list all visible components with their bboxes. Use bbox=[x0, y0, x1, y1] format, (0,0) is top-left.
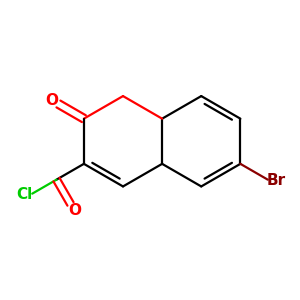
Text: Br: Br bbox=[267, 173, 286, 188]
Text: Cl: Cl bbox=[16, 187, 33, 202]
Text: O: O bbox=[45, 93, 58, 108]
Text: O: O bbox=[68, 203, 81, 218]
